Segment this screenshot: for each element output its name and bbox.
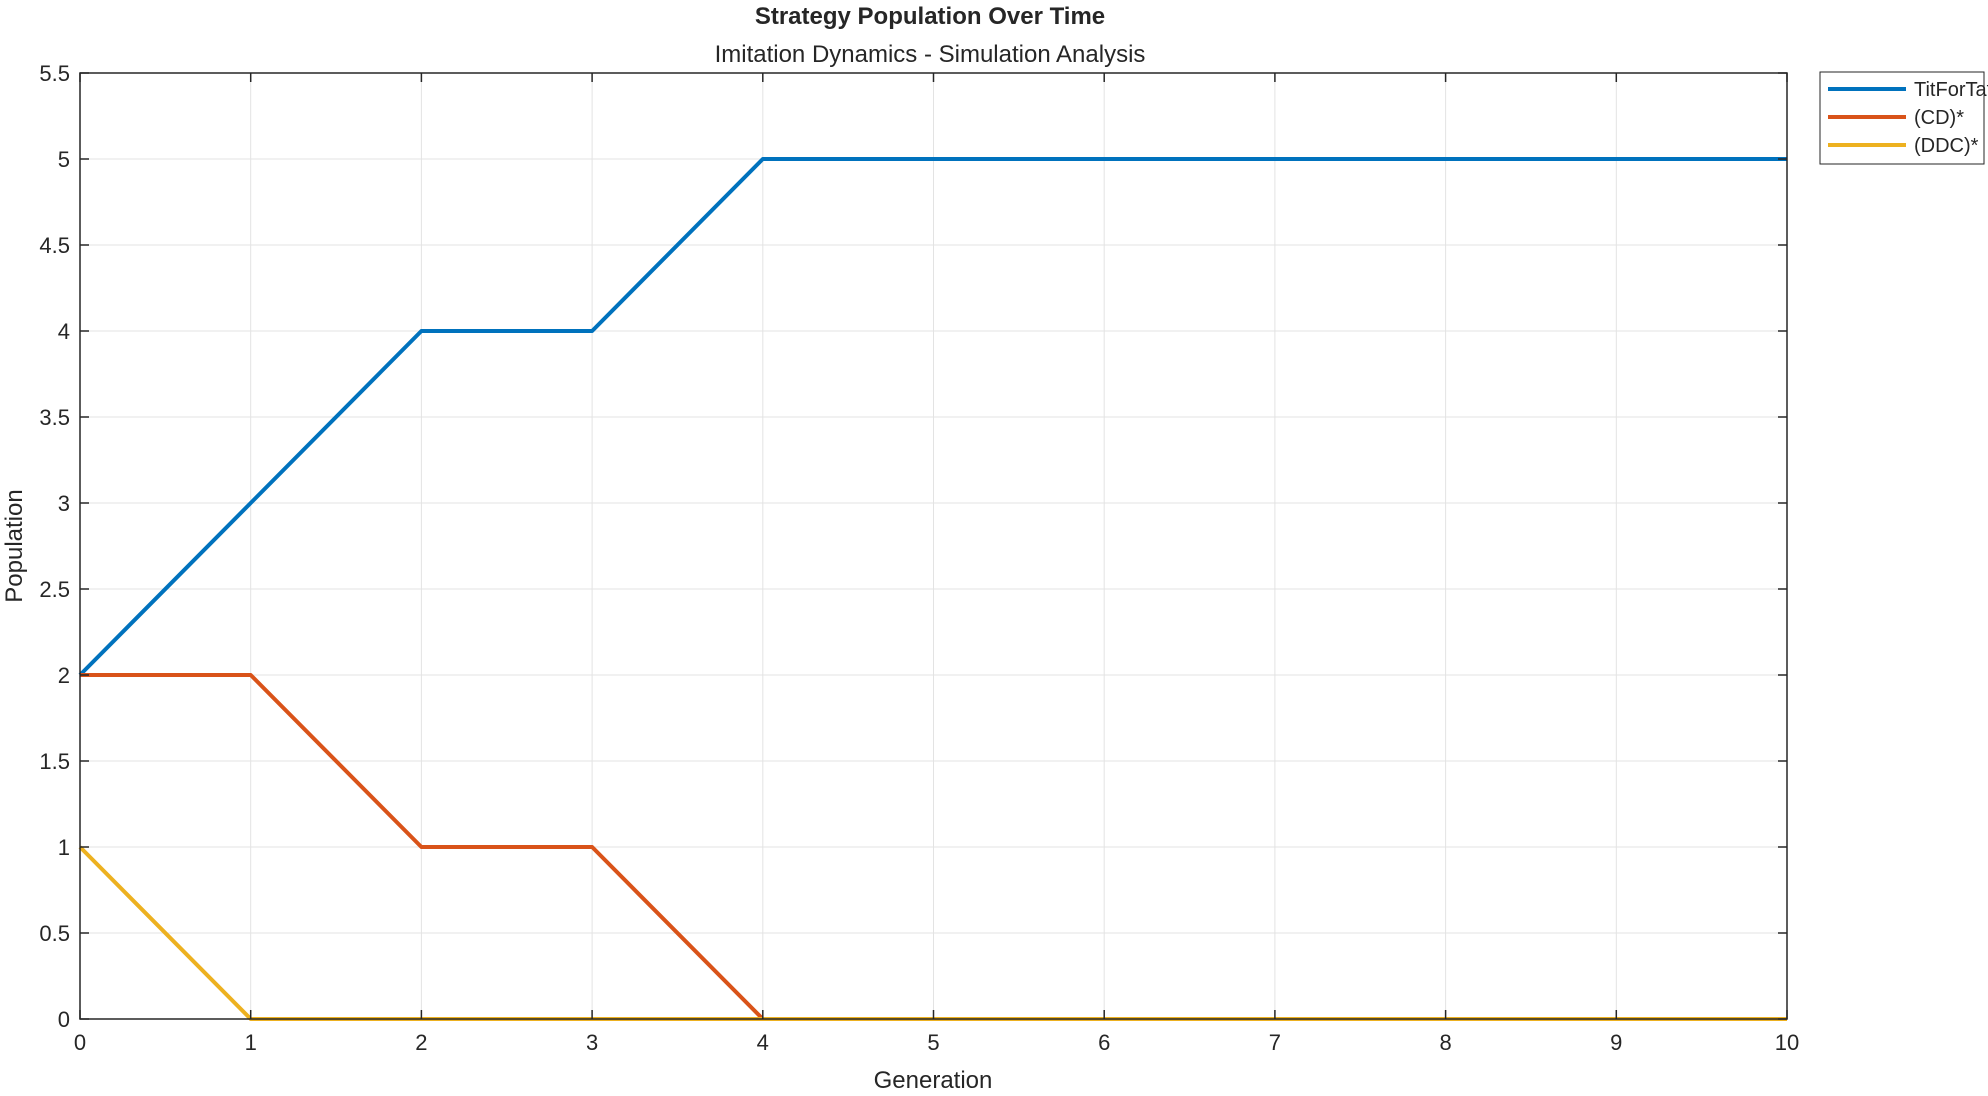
chart-subtitle: Imitation Dynamics - Simulation Analysis [715,41,1146,68]
y-tick-label: 2.5 [39,577,70,602]
x-tick-label: 7 [1269,1030,1281,1055]
x-tick-label: 4 [757,1030,769,1055]
y-tick-label: 5 [58,147,70,172]
y-tick-label: 3.5 [39,405,70,430]
y-tick-label: 0.5 [39,921,70,946]
x-tick-label: 0 [74,1030,86,1055]
x-tick-label: 2 [415,1030,427,1055]
y-tick-label: 4 [58,319,70,344]
y-tick-label: 1 [58,835,70,860]
chart-title: Strategy Population Over Time [755,3,1105,30]
legend-label-ddc: (DDC)* [1914,135,1979,157]
x-tick-label: 10 [1775,1030,1799,1055]
x-tick-label: 9 [1610,1030,1622,1055]
x-tick-label: 3 [586,1030,598,1055]
ticks [79,72,1788,1020]
legend-label-cd: (CD)* [1914,107,1964,129]
y-axis-label: Population [1,489,28,602]
series-line-titfortat [78,157,1787,677]
y-tick-label: 5.5 [39,61,70,86]
y-tick-label: 2 [58,663,70,688]
legend[interactable]: TitForTat (CD)* (DDC)* [1819,71,1988,165]
y-tick-label: 1.5 [39,749,70,774]
y-tick-label: 3 [58,491,70,516]
y-tick-label: 4.5 [39,233,70,258]
x-tick-label: 5 [927,1030,939,1055]
x-tick-label: 8 [1439,1030,1451,1055]
x-axis-label: Generation [874,1067,993,1091]
y-tick-label: 0 [58,1007,70,1032]
x-tick-label: 1 [245,1030,257,1055]
tick-labels: 0 1 2 3 4 5 6 7 8 9 10 0 0.5 1 1.5 2 2.5 3 3.5 4 4.5 5 5.5 [39,61,1799,1055]
legend-label-titfortat: TitForTat [1914,79,1988,101]
x-tick-label: 6 [1098,1030,1110,1055]
